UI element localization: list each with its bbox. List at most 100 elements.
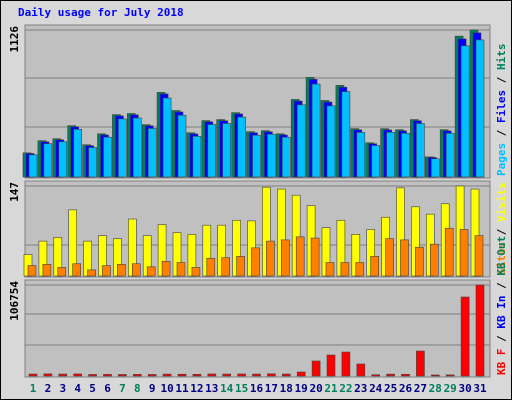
bar (296, 104, 306, 178)
bar (88, 147, 97, 178)
bar (162, 373, 172, 377)
bar (103, 136, 112, 178)
bar (386, 373, 395, 377)
bar (43, 143, 53, 178)
x-tick-label: 11 (175, 382, 189, 395)
bar (296, 371, 306, 377)
x-tick-label: 2 (45, 382, 52, 395)
bar (102, 265, 111, 277)
x-tick-label: 16 (250, 382, 264, 395)
x-tick-label: 22 (339, 382, 352, 395)
bar (444, 227, 454, 277)
bar (311, 83, 321, 178)
x-tick-label: 14 (220, 382, 234, 395)
bar (251, 247, 260, 277)
bar (401, 373, 410, 377)
bar (460, 296, 470, 377)
bar (237, 116, 246, 178)
legend-entry: KB F (495, 349, 508, 376)
x-tick-label: 10 (160, 382, 173, 395)
legend-separator: / (495, 123, 508, 143)
bar (326, 354, 336, 377)
y-tick-label: 147 (8, 182, 21, 202)
bar (267, 373, 276, 377)
x-tick-label: 9 (149, 382, 156, 395)
x-tick-label: 17 (265, 382, 278, 395)
x-tick-label: 20 (309, 382, 322, 395)
x-tick-label: 26 (399, 382, 413, 395)
bar (147, 374, 157, 377)
x-tick-label: 28 (429, 382, 442, 395)
legend: Pages / Files / Hits (495, 44, 508, 177)
x-tick-label: 5 (89, 382, 96, 395)
bar (370, 256, 380, 277)
bar (281, 136, 291, 178)
bar (177, 114, 187, 178)
bar (177, 373, 187, 377)
bar (132, 263, 141, 277)
x-tick-label: 25 (384, 382, 397, 395)
legend: Sites / Visits (495, 182, 508, 275)
bar (58, 373, 68, 377)
x-tick-label: 31 (473, 382, 487, 395)
bar (237, 373, 246, 377)
bar (162, 97, 172, 178)
bar (133, 374, 142, 377)
bar (176, 262, 186, 277)
bar (252, 134, 261, 178)
bar (474, 235, 484, 277)
bar (207, 124, 217, 178)
panel (24, 279, 491, 378)
legend: KB F / KB In / KB Out (495, 236, 508, 375)
x-tick-label: 24 (369, 382, 383, 395)
bar (161, 261, 171, 277)
bar (445, 132, 455, 178)
bar (222, 123, 231, 178)
legend-entry: Files (495, 90, 508, 123)
bar (416, 123, 425, 178)
bar (88, 374, 97, 377)
bar (356, 363, 366, 377)
legend-separator: / (495, 70, 508, 90)
bar (341, 351, 351, 377)
bar (207, 373, 217, 377)
legend-entry: Hits (495, 44, 508, 71)
x-tick-label: 13 (205, 382, 218, 395)
bar (28, 373, 38, 377)
legend-entry: KB In (495, 296, 508, 329)
bar (147, 128, 157, 178)
bar (459, 229, 469, 277)
bar (117, 264, 126, 277)
bar (356, 132, 366, 178)
legend-separator: / (495, 276, 508, 296)
y-tick-label: 1126 (8, 26, 21, 53)
x-tick-label: 4 (74, 382, 81, 395)
bar (475, 284, 485, 377)
legend-separator: / (495, 329, 508, 349)
chart-title: Daily usage for July 2018 (18, 6, 184, 19)
x-tick-label: 23 (354, 382, 367, 395)
bar (445, 374, 455, 377)
legend-entry: KB Out (495, 236, 508, 276)
x-tick-label: 3 (59, 382, 66, 395)
bar (103, 374, 112, 377)
x-tick-label: 12 (190, 382, 203, 395)
bar (430, 374, 440, 377)
x-tick-label: 7 (119, 382, 126, 395)
bar (415, 246, 424, 277)
bar (87, 269, 96, 277)
bar (371, 374, 381, 377)
bar (460, 45, 470, 178)
x-tick-label: 29 (444, 382, 457, 395)
bar (57, 267, 67, 277)
bar (146, 266, 156, 277)
bar (341, 91, 351, 178)
bar (58, 141, 68, 178)
bar (267, 133, 276, 178)
bar (222, 373, 231, 377)
bar (325, 262, 335, 277)
bar (236, 256, 245, 277)
bar (221, 257, 230, 277)
bar (371, 145, 381, 178)
